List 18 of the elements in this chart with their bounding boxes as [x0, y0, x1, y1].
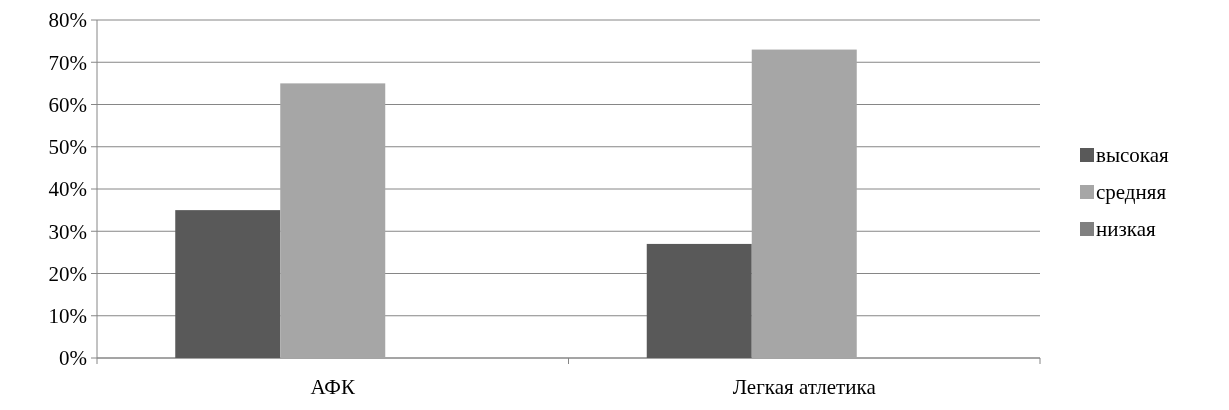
bar: [175, 210, 281, 358]
x-tick-label: АФК: [310, 375, 356, 399]
legend-label: высокая: [1096, 143, 1170, 168]
y-tick-label: 70%: [48, 50, 87, 75]
legend-label: низкая: [1096, 217, 1156, 242]
y-tick-label: 50%: [48, 135, 87, 160]
bar: [751, 49, 857, 358]
x-tick-label: Легкая атлетика: [732, 375, 877, 399]
bar: [646, 243, 752, 358]
y-tick-label: 80%: [48, 8, 87, 33]
bar: [280, 83, 386, 358]
y-tick-label: 20%: [48, 261, 87, 286]
y-tick-label: 40%: [48, 177, 87, 202]
y-tick-label: 60%: [48, 92, 87, 117]
legend-label: средняя: [1096, 180, 1167, 205]
y-tick-label: 10%: [48, 304, 87, 329]
y-tick-label: 30%: [48, 219, 87, 244]
y-tick-label: 0%: [59, 346, 87, 371]
